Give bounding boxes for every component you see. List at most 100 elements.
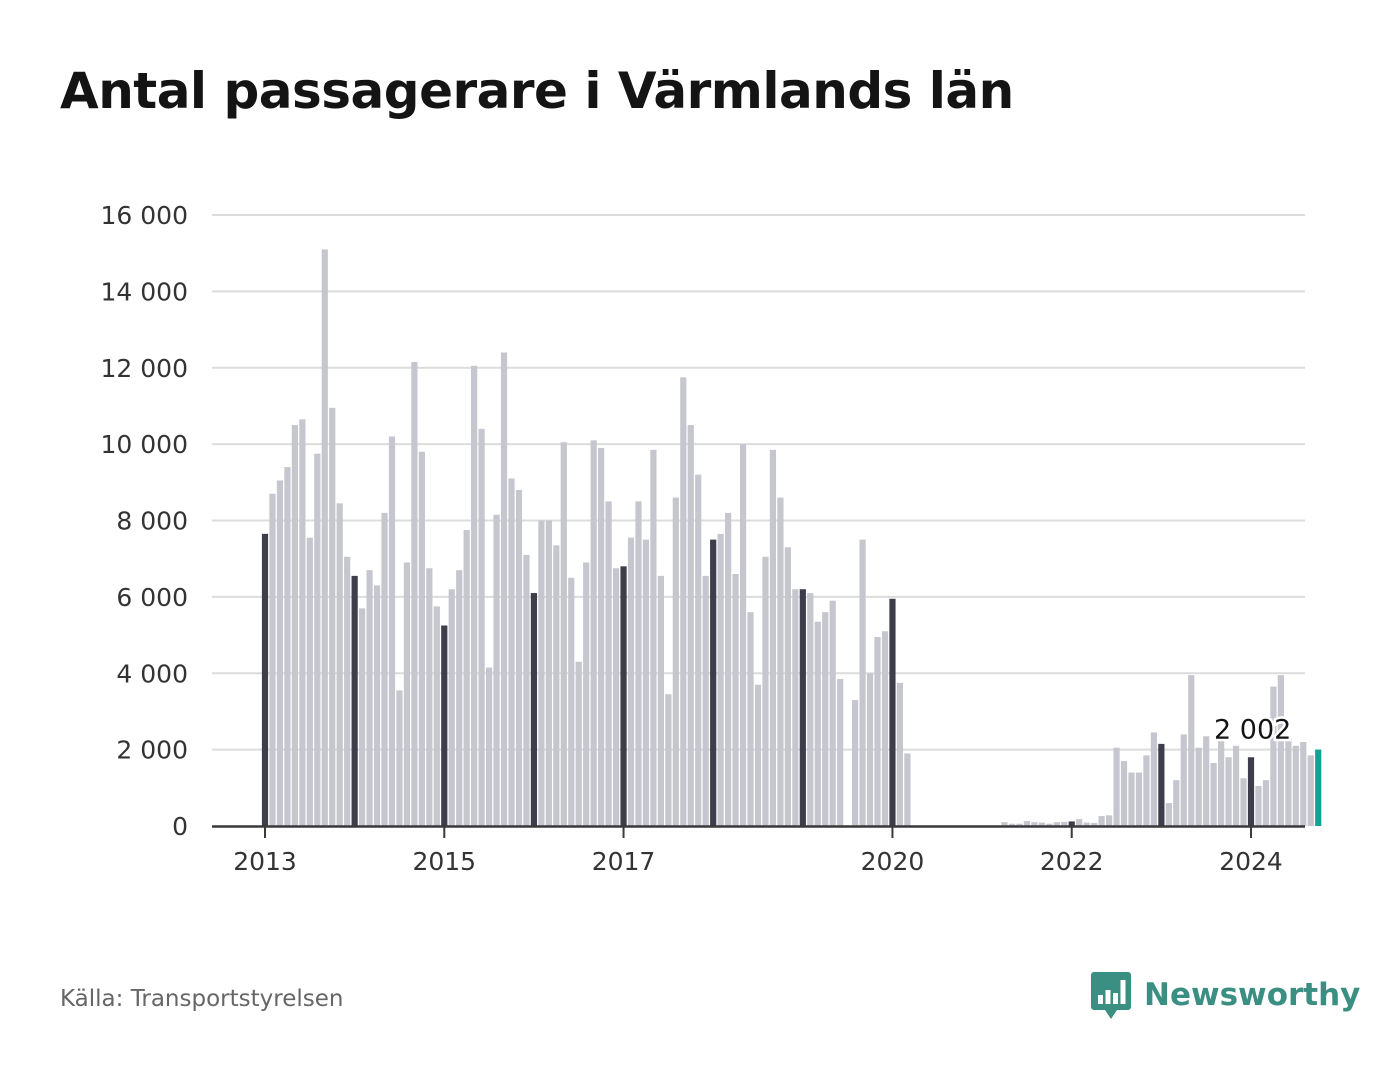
newsworthy-bar-icon: [1091, 972, 1131, 1019]
bar: [396, 690, 403, 826]
bar: [1105, 815, 1113, 826]
brand-name: Newsworthy: [1144, 977, 1361, 1013]
bar: [560, 442, 567, 826]
bar: [1307, 755, 1314, 826]
bar: [538, 520, 545, 826]
bar: [732, 573, 739, 826]
bar: [1150, 732, 1157, 826]
bar: [881, 631, 889, 826]
bar: [515, 489, 523, 826]
bar: [710, 539, 717, 826]
bar: [456, 570, 463, 826]
bar: [336, 503, 343, 826]
bar: [1031, 822, 1038, 826]
x-tick-label: 2015: [412, 847, 476, 876]
data-labels: 2 002: [1212, 712, 1294, 748]
bar: [411, 362, 418, 826]
bar: [485, 667, 493, 826]
bar: [717, 533, 724, 826]
bar: [291, 425, 298, 826]
bar: [493, 514, 500, 826]
bar: [284, 467, 291, 826]
x-tick-label: 2020: [861, 847, 925, 876]
bar: [665, 694, 672, 826]
x-tick-label: 2022: [1040, 847, 1104, 876]
bar: [695, 474, 702, 826]
bar: [784, 547, 791, 826]
y-tick-label: 8 000: [116, 507, 188, 536]
bar: [530, 593, 538, 826]
data-label: 2 002: [1214, 714, 1291, 745]
bar: [1143, 755, 1150, 826]
bar: [463, 530, 470, 826]
bar: [896, 682, 904, 826]
bar: [1225, 757, 1232, 826]
bar: [635, 501, 642, 826]
bar: [1068, 821, 1075, 826]
bar: [575, 661, 582, 826]
bar: [269, 493, 276, 826]
bar: [1120, 761, 1128, 826]
bar: [1076, 819, 1083, 826]
bar: [852, 699, 859, 826]
bar: [1247, 757, 1255, 826]
bar: [1008, 823, 1016, 826]
bar: [866, 673, 874, 826]
bar: [1061, 821, 1068, 826]
bar: [620, 566, 627, 826]
bar: [739, 444, 747, 826]
bar: [1001, 822, 1008, 826]
bar: [1188, 675, 1195, 826]
bar: [754, 684, 762, 826]
bar: [1128, 772, 1135, 826]
bar: [314, 453, 321, 826]
bar: [605, 501, 612, 826]
bar: [725, 512, 732, 826]
bar: [904, 753, 911, 826]
y-tick-label: 2 000: [116, 736, 188, 765]
bar: [299, 419, 306, 826]
bar: [1113, 747, 1120, 826]
bar: [1277, 675, 1284, 826]
bar: [523, 554, 530, 826]
bar: [1255, 785, 1262, 826]
y-tick-label: 14 000: [101, 277, 188, 306]
y-tick-label: 16 000: [101, 201, 188, 230]
y-tick-label: 0: [172, 812, 188, 841]
bar: [351, 575, 358, 826]
bar: [1300, 741, 1307, 826]
bar: [1262, 780, 1270, 826]
bar: [1285, 738, 1292, 826]
bar: [1203, 736, 1210, 826]
bar: [1016, 823, 1023, 826]
bar: [799, 589, 806, 826]
x-tick-label: 2013: [233, 847, 297, 876]
bar: [627, 537, 635, 826]
bar: [261, 533, 269, 826]
bar: [478, 428, 485, 826]
bar: [388, 436, 396, 826]
bar: [381, 512, 388, 826]
bar: [777, 497, 784, 826]
chart-title: Antal passagerare i Värmlands län: [60, 62, 1014, 120]
bar: [807, 593, 814, 826]
bar: [329, 407, 336, 826]
newsworthy-logo[interactable]: Newsworthy: [1090, 970, 1360, 1020]
bar: [837, 678, 844, 826]
bar: [1270, 686, 1277, 826]
bar: [583, 562, 590, 826]
bar: [366, 570, 373, 826]
bar: [792, 589, 799, 826]
bar: [889, 598, 896, 826]
bars: [261, 249, 1322, 826]
bar: [1210, 762, 1217, 826]
bar: [276, 480, 284, 826]
bar: [471, 365, 478, 826]
bar: [1292, 745, 1299, 826]
bar: [403, 562, 411, 826]
x-tick-label: 2017: [592, 847, 656, 876]
bar: [680, 377, 687, 826]
bar: [545, 520, 552, 826]
bar: [687, 425, 694, 826]
